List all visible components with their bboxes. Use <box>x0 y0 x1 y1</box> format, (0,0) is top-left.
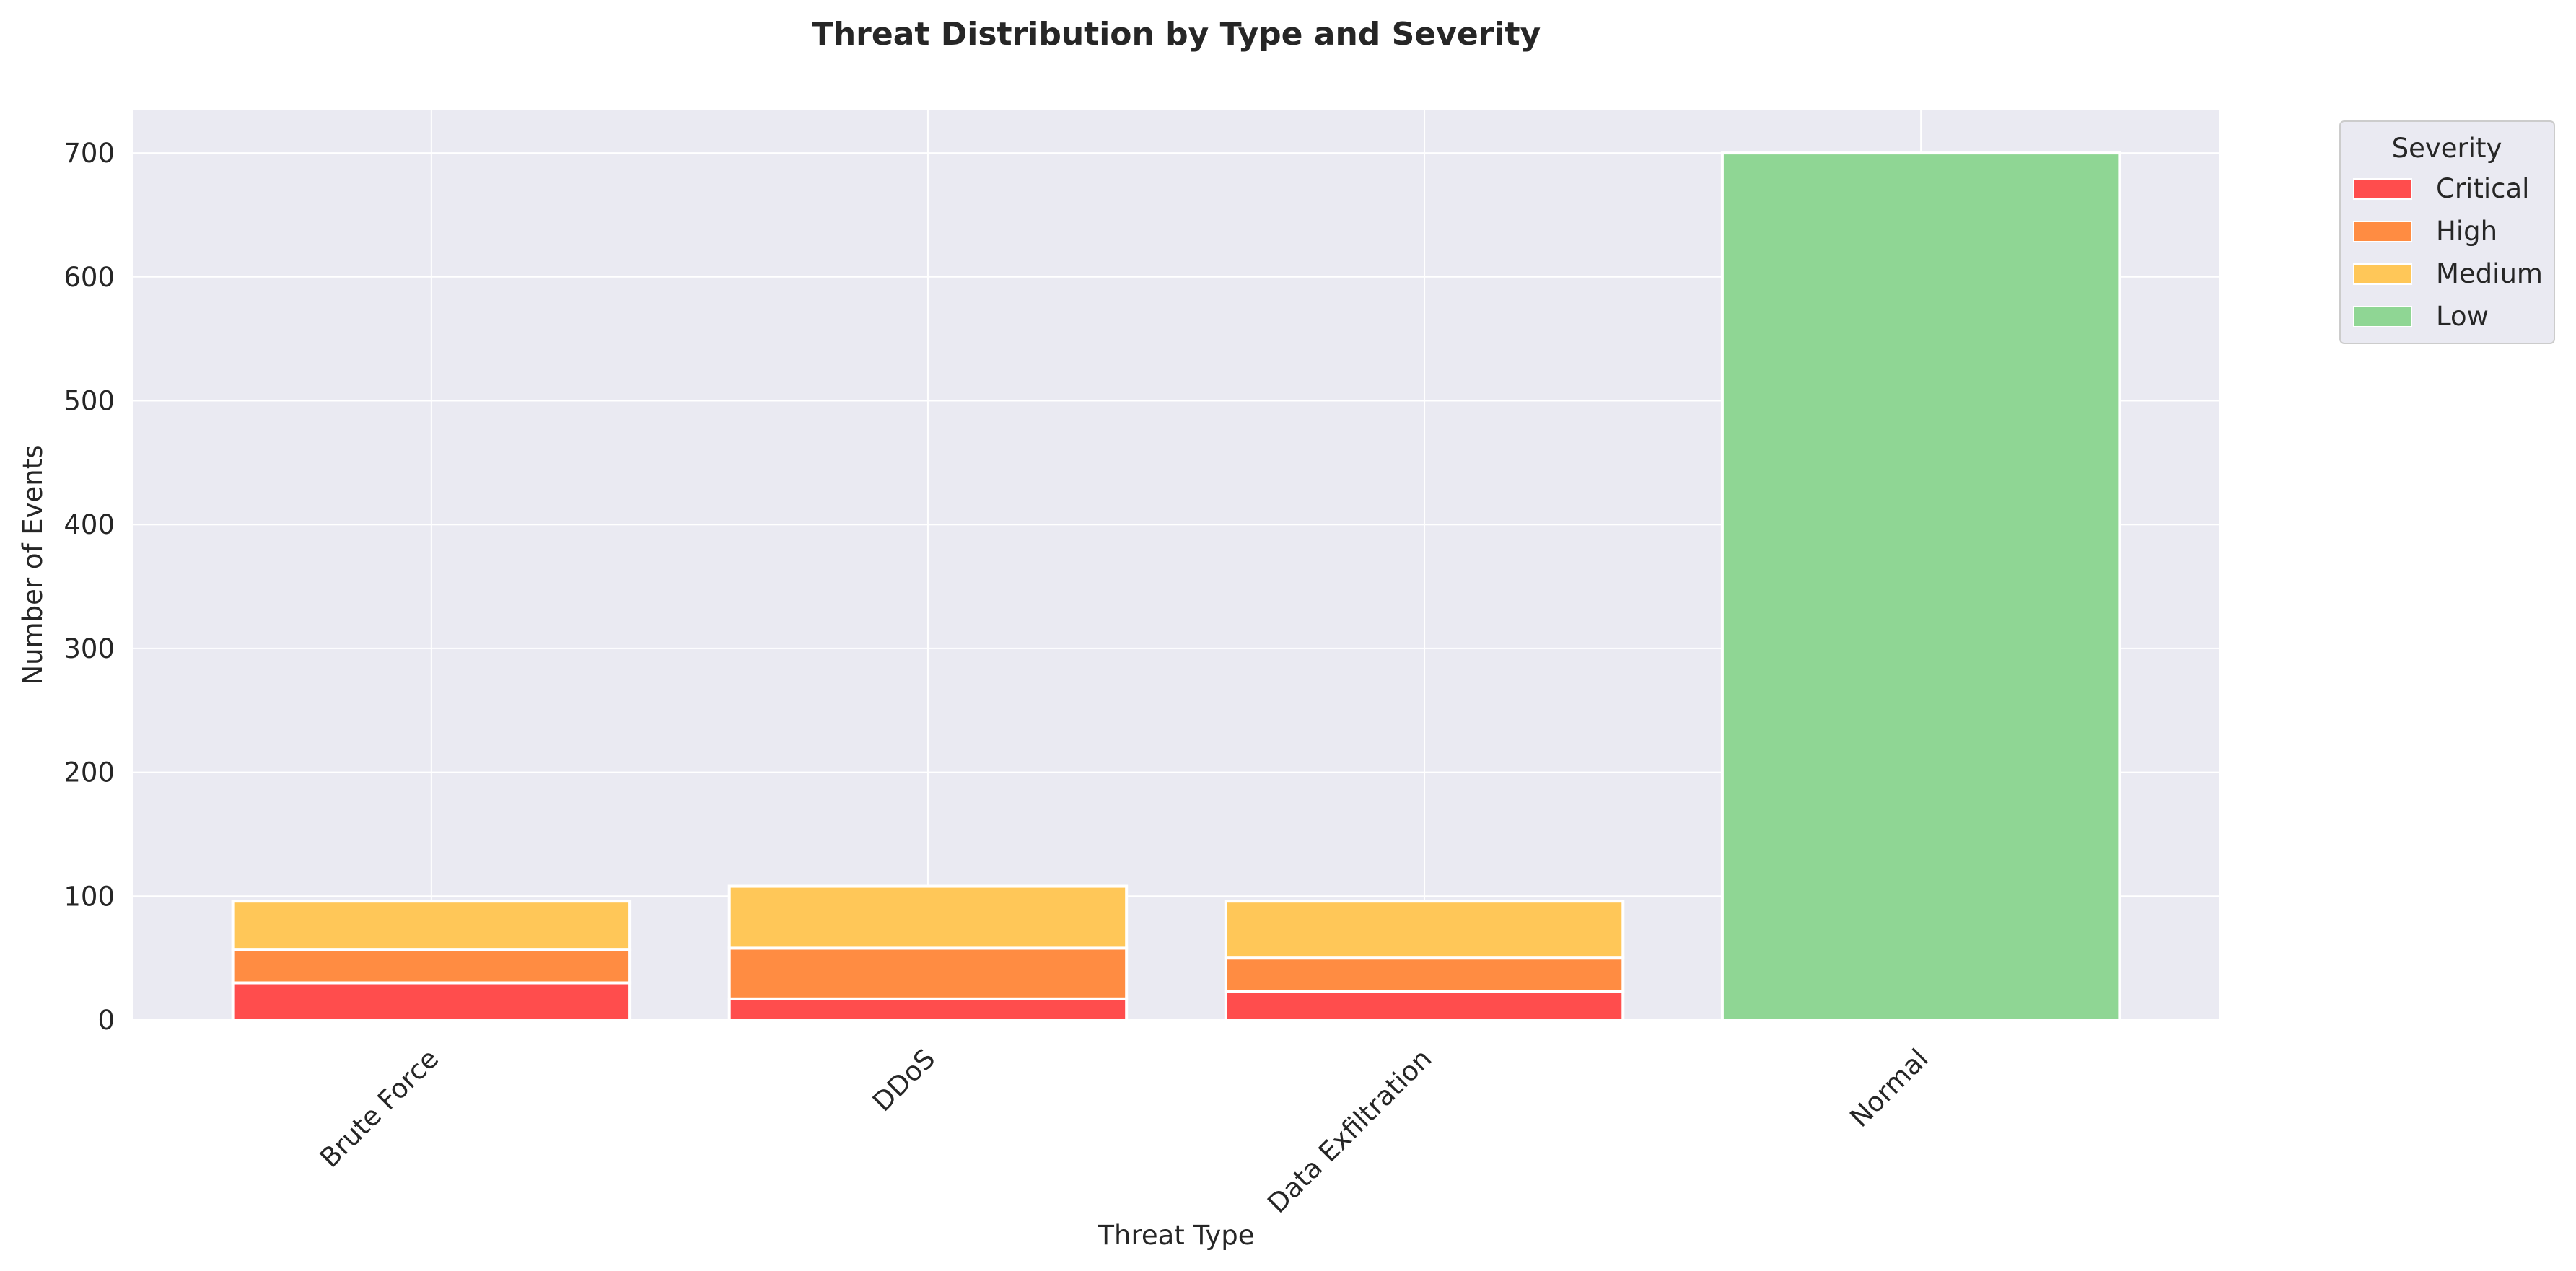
x-tick-label: Brute Force <box>314 1043 444 1174</box>
bar-critical-brute-force <box>231 981 632 1021</box>
y-axis-ticks: 0 100 200 300 400 500 600 700 <box>63 138 115 1036</box>
bar-high-ddos <box>727 946 1129 1000</box>
legend-swatch-high <box>2353 221 2412 242</box>
legend-box <box>2339 120 2555 344</box>
legend-title: Severity <box>2392 133 2502 164</box>
bar-medium-brute-force <box>231 900 632 951</box>
legend-label-high: High <box>2436 216 2497 247</box>
bar-high-brute-force <box>231 948 632 985</box>
bar-medium-ddos <box>727 884 1129 950</box>
x-tick-label: Normal <box>1844 1043 1934 1133</box>
y-tick-label: 100 <box>63 881 115 912</box>
x-tick-label: DDoS <box>867 1043 941 1117</box>
legend-swatch-critical <box>2353 178 2412 200</box>
bar-medium-data-exfiltration <box>1224 900 1625 960</box>
bar-high-data-exfiltration <box>1224 956 1625 993</box>
y-tick-label: 200 <box>63 757 115 788</box>
legend-label-low: Low <box>2436 301 2489 332</box>
y-tick-label: 500 <box>63 385 115 416</box>
x-axis-label: Threat Type <box>1097 1220 1254 1251</box>
legend-label-medium: Medium <box>2436 258 2543 289</box>
bars-group <box>231 151 2121 1022</box>
y-tick-label: 600 <box>63 262 115 293</box>
y-tick-label: 400 <box>63 509 115 540</box>
legend-swatch-low <box>2353 306 2412 327</box>
legend-swatch-medium <box>2353 263 2412 285</box>
bar-critical-ddos <box>727 997 1129 1022</box>
bar-critical-data-exfiltration <box>1224 990 1625 1021</box>
x-tick-label: Data Exfiltration <box>1261 1043 1437 1219</box>
legend-label-critical: Critical <box>2436 173 2529 204</box>
legend-items: Critical High Medium Low <box>2353 173 2543 332</box>
chart-title: Threat Distribution by Type and Severity <box>812 16 1541 53</box>
y-tick-label: 700 <box>63 138 115 169</box>
y-axis-label: Number of Events <box>17 444 48 685</box>
bar-low-normal <box>1720 151 2121 1022</box>
x-axis-ticks: Brute Force DDoS Data Exfiltration Normal <box>314 1043 1934 1219</box>
y-tick-label: 300 <box>63 633 115 664</box>
legend: Severity Critical High Medium Low <box>2339 120 2555 344</box>
y-tick-label: 0 <box>97 1005 115 1036</box>
